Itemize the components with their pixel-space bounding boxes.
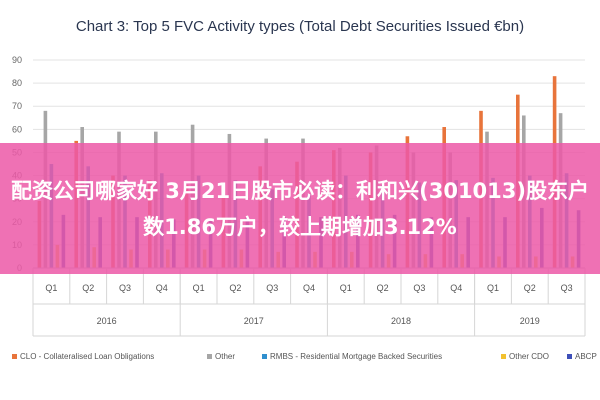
x-tick-label: Q1 [193,283,205,293]
legend: CLO - Collateralised Loan Obligations Oth… [12,352,597,361]
legend-label: ABCP [575,352,597,361]
x-tick-label: Q2 [229,283,241,293]
year-label: 2016 [97,316,117,326]
x-tick-label: Q3 [119,283,131,293]
x-tick-label: Q3 [266,283,278,293]
x-tick-label: Q4 [303,283,315,293]
x-tick-label: Q3 [561,283,573,293]
x-axis: Q1 Q2 Q3 Q4 Q1 Q2 Q3 Q4 Q1 Q2 Q3 Q4 Q1 Q2 Q3 2016 2017 20… [32,267,586,337]
legend-swatch [262,354,267,359]
x-tick-label: Q4 [450,283,462,293]
x-tick-label: Q1 [340,283,352,293]
x-tick-label: Q2 [377,283,389,293]
legend-label: Other [215,352,235,361]
year-label: 2018 [391,316,411,326]
banner-headline: 配资公司哪家好 3月21日股市必读：利和兴(301013)股东户数1.86万户，… [10,178,589,239]
legend-label: Other CDO [509,352,549,361]
y-tick-label: 70 [12,101,22,111]
legend-swatch [567,354,572,359]
legend-swatch [207,354,212,359]
legend-label: CLO - Collateralised Loan Obligations [20,352,154,361]
overlay-banner: 配资公司哪家好 3月21日股市必读：利和兴(301013)股东户数1.86万户，… [0,143,600,274]
y-tick-label: 90 [12,55,22,65]
x-tick-label: Q2 [524,283,536,293]
x-tick-label: Q4 [156,283,168,293]
y-tick-label: 60 [12,124,22,134]
year-label: 2019 [520,316,540,326]
x-tick-label: Q1 [45,283,57,293]
legend-swatch [12,354,17,359]
legend-label: RMBS - Residential Mortgage Backed Secur… [270,352,442,361]
chart-title: Chart 3: Top 5 FVC Activity types (Total… [76,18,524,35]
x-tick-label: Q2 [82,283,94,293]
x-tick-label: Q3 [413,283,425,293]
legend-swatch [501,354,506,359]
x-tick-label: Q1 [487,283,499,293]
y-tick-label: 80 [12,78,22,88]
year-label: 2017 [244,316,264,326]
